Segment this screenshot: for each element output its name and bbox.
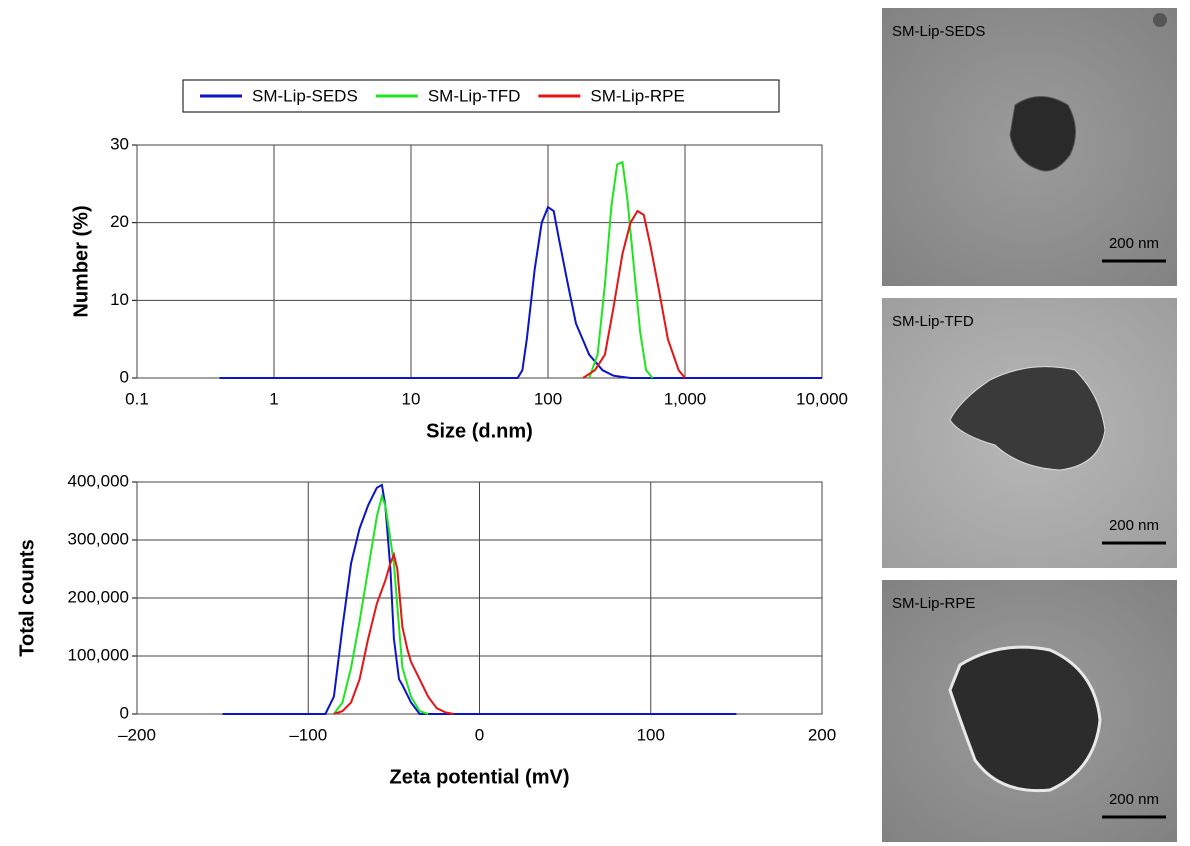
series-line bbox=[582, 209, 686, 379]
y-tick-label: 10 bbox=[110, 290, 129, 309]
x-tick-label: 200 bbox=[808, 725, 836, 744]
series-line bbox=[333, 551, 454, 715]
scale-bar-label: 200 nm bbox=[1109, 235, 1159, 252]
image-label: SM-Lip-RPE bbox=[892, 595, 975, 612]
x-tick-label: 100 bbox=[534, 389, 562, 408]
x-tick-label: 10 bbox=[402, 389, 421, 408]
series-line bbox=[222, 483, 737, 715]
particle bbox=[1009, 96, 1076, 172]
x-tick-label: 10,000 bbox=[796, 389, 848, 408]
y-tick-label: 0 bbox=[120, 367, 129, 386]
series-line bbox=[588, 160, 654, 379]
series-line bbox=[219, 205, 822, 379]
y-tick-label: 400,000 bbox=[68, 471, 129, 490]
y-tick-label: 200,000 bbox=[68, 587, 129, 606]
x-tick-label: 0 bbox=[475, 725, 484, 744]
legend-label: SM-Lip-TFD bbox=[428, 86, 521, 105]
y-tick-label: 20 bbox=[110, 212, 129, 231]
legend-label: SM-Lip-SEDS bbox=[252, 86, 358, 105]
series-line bbox=[333, 493, 429, 715]
y-tick-label: 300,000 bbox=[68, 529, 129, 548]
x-tick-label: –200 bbox=[118, 725, 156, 744]
x-tick-label: 100 bbox=[637, 725, 665, 744]
legend: SM-Lip-SEDS SM-Lip-TFD SM-Lip-RPE bbox=[200, 86, 685, 105]
y-axis-title: Total counts bbox=[16, 539, 38, 656]
image-label: SM-Lip-TFD bbox=[892, 313, 974, 330]
image-label: SM-Lip-SEDS bbox=[892, 23, 985, 40]
x-tick-label: 1 bbox=[269, 389, 278, 408]
micrographs: SM-Lip-SEDS 200 nm SM-Lip-TFD 200 nm SM-Lip-… bbox=[882, 8, 1177, 842]
x-tick-label: 0.1 bbox=[125, 389, 149, 408]
legend-label: SM-Lip-RPE bbox=[590, 86, 684, 105]
y-tick-label: 30 bbox=[110, 134, 129, 153]
x-axis-title: Zeta potential (mV) bbox=[389, 766, 569, 788]
particle bbox=[948, 645, 1102, 793]
scale-bar-label: 200 nm bbox=[1109, 791, 1159, 808]
speck bbox=[1153, 13, 1167, 27]
x-tick-label: 1,000 bbox=[664, 389, 707, 408]
plot-frame bbox=[136, 144, 823, 379]
y-tick-label: 100,000 bbox=[68, 645, 129, 664]
scale-bar-label: 200 nm bbox=[1109, 517, 1159, 534]
particle bbox=[949, 366, 1106, 471]
y-axis-title: Number (%) bbox=[70, 205, 92, 317]
legend-box bbox=[182, 79, 780, 113]
x-tick-label: –100 bbox=[289, 725, 327, 744]
y-tick-label: 0 bbox=[120, 703, 129, 722]
x-axis-title: Size (d.nm) bbox=[426, 420, 533, 442]
